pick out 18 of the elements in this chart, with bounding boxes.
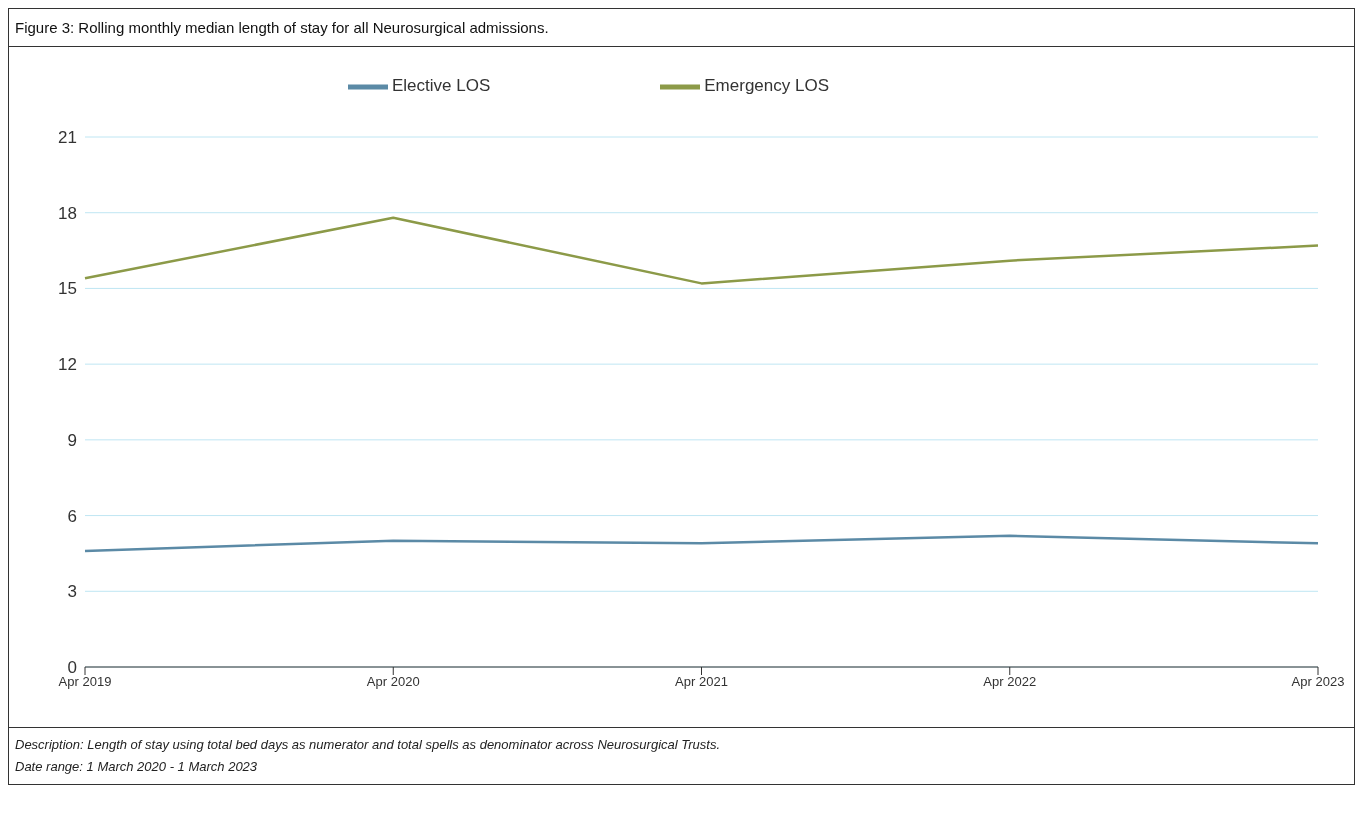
x-tick-label: Apr 2023 bbox=[1291, 674, 1345, 690]
y-tick-label: 12 bbox=[58, 355, 77, 375]
y-tick-label: 3 bbox=[67, 582, 77, 602]
y-tick-label: 6 bbox=[67, 506, 77, 526]
x-tick-label: Apr 2021 bbox=[675, 674, 728, 690]
y-tick-label: 18 bbox=[58, 203, 77, 223]
legend-label: Elective LOS bbox=[392, 76, 491, 96]
legend-label: Emergency LOS bbox=[704, 76, 829, 96]
y-tick-label: 15 bbox=[58, 279, 77, 299]
y-tick-label: 21 bbox=[58, 128, 77, 148]
text: Description: Length of stay using total bed days as numerator and total spells as denominator across Neurosurgical Trusts. bbox=[15, 736, 721, 754]
line-series bbox=[83, 534, 1320, 553]
text: Date range: 1 March 2020 - 1 March 2023 bbox=[15, 758, 259, 776]
x-tick-label: Apr 2022 bbox=[983, 674, 1037, 690]
line-series bbox=[83, 216, 1320, 285]
chart-title: Figure 3: Rolling monthly median length of stay for all Neurosurgical admissions. bbox=[9, 9, 1354, 47]
x-tick-label: Apr 2020 bbox=[366, 674, 420, 690]
y-tick-label: 9 bbox=[67, 430, 77, 450]
